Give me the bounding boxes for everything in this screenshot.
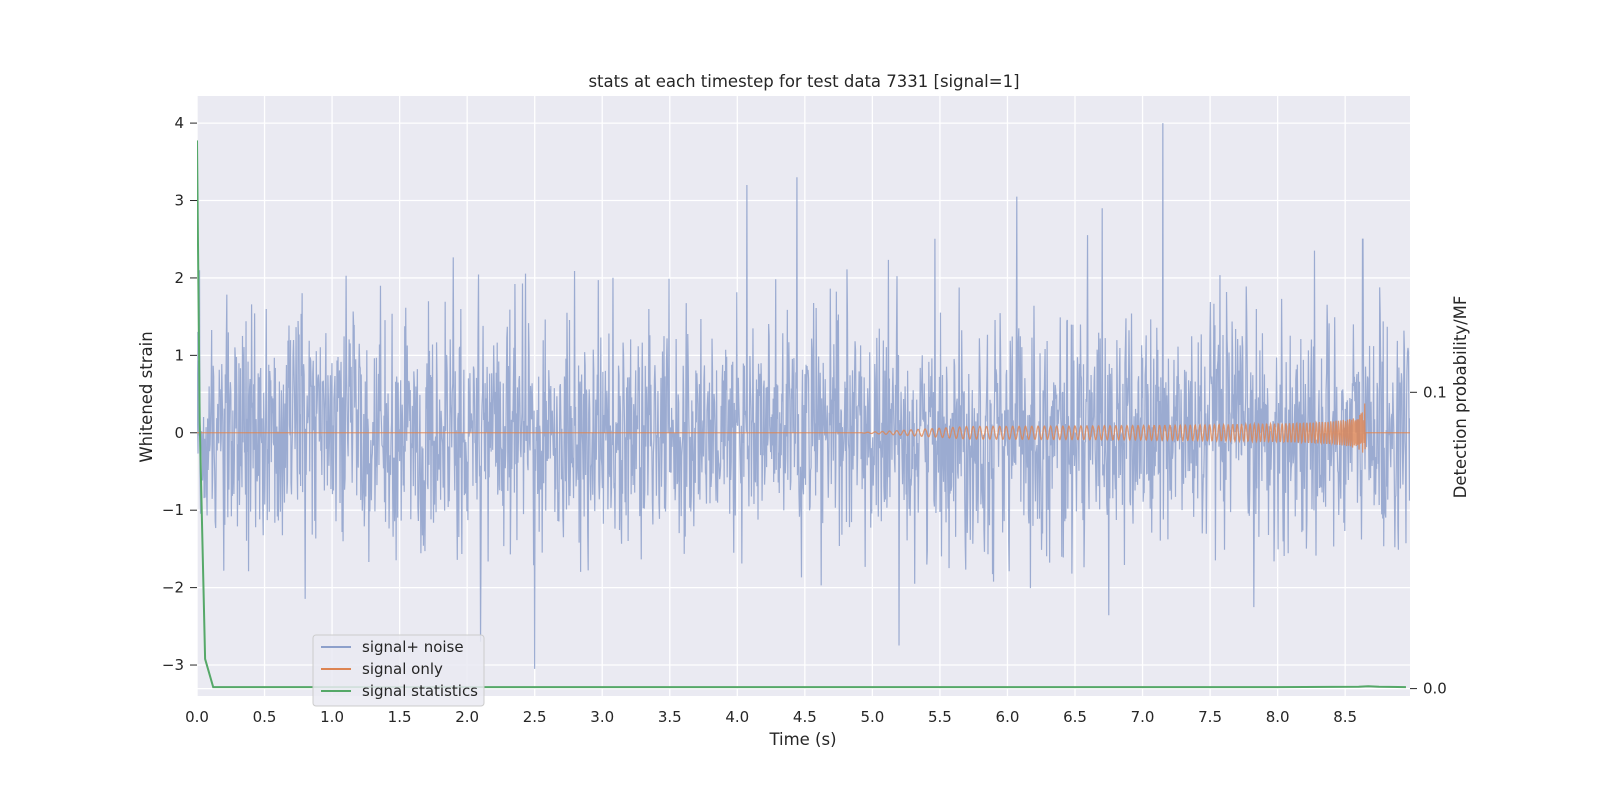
y2-tick-label: 0.1 [1423,383,1447,401]
legend-label-signal-statistics: signal statistics [362,682,478,700]
x-tick-label: 2.0 [455,708,479,726]
series-signal-statistics-line [197,140,1406,689]
series-signal-only-line [197,403,1410,453]
y2-axis-ticks: 0.1 0.0 [1410,383,1447,698]
legend-box [312,634,485,707]
legend-label-signal-only: signal only [362,660,443,678]
chart-title: stats at each timestep for test data 733… [588,72,1019,91]
y-tick-label: −2 [162,579,184,597]
y2-tick-label: 0.0 [1423,680,1447,698]
legend-label-signal-noise: signal+ noise [362,638,464,656]
legend: signal+ noise signal only signal statist… [312,634,485,707]
y-tick-label: 2 [174,269,184,287]
x-tick-label: 1.0 [320,708,344,726]
x-tick-label: 8.0 [1266,708,1290,726]
y-axis-label: Whitened strain [137,331,156,462]
x-tick-label: 8.5 [1333,708,1357,726]
x-tick-label: 5.5 [928,708,952,726]
y2-axis-label: Detection probability/MF [1451,296,1470,499]
x-tick-label: 5.0 [860,708,884,726]
x-tick-label: 1.5 [388,708,412,726]
x-tick-label: 3.0 [590,708,614,726]
series-layer [197,123,1410,689]
y-tick-label: 3 [174,192,184,210]
x-tick-label: 3.5 [658,708,682,726]
x-tick-label: 0.0 [185,708,209,726]
x-tick-label: 6.5 [1063,708,1087,726]
x-tick-label: 6.0 [996,708,1020,726]
x-tick-label: 7.5 [1198,708,1222,726]
x-axis-label: Time (s) [768,730,836,749]
y-tick-label: 1 [174,346,184,364]
y-tick-label: −1 [162,501,184,519]
y-tick-label: −3 [162,656,184,674]
x-axis-ticks: 0.0 0.5 1.0 1.5 2.0 2.5 3.0 3.5 4.0 4.5 5.0 5.5 6.0 6… [185,708,1357,726]
series-signal-noise-line [197,123,1410,669]
x-tick-label: 7.0 [1131,708,1155,726]
x-tick-label: 4.0 [725,708,749,726]
x-tick-label: 2.5 [523,708,547,726]
y-tick-label: 0 [174,424,184,442]
y-tick-label: 4 [174,114,184,132]
x-tick-label: 0.5 [253,708,277,726]
x-tick-label: 4.5 [793,708,817,726]
y-axis-ticks: 4 3 2 1 0 −1 −2 −3 [162,114,197,674]
